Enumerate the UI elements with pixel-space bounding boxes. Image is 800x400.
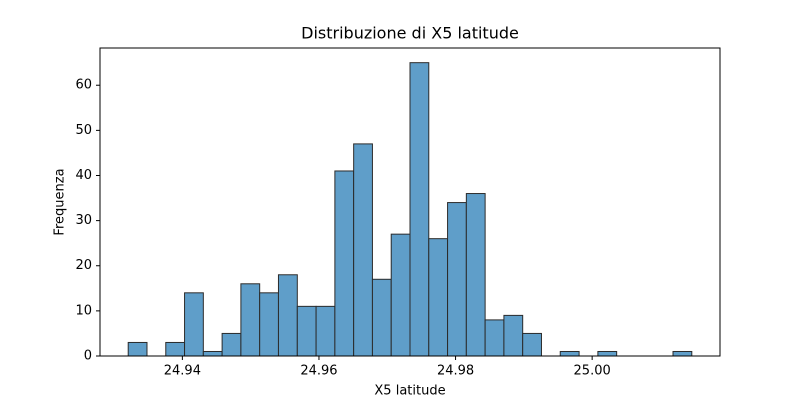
bar (465, 193, 486, 357)
y-tick-label: 20 (75, 258, 92, 273)
bar (409, 62, 430, 357)
bar (184, 292, 204, 357)
bar (221, 332, 242, 357)
bar (484, 319, 505, 357)
y-tick-label: 40 (75, 168, 92, 183)
bar (127, 341, 148, 357)
chart-title: Distribuzione di X5 latitude (301, 24, 519, 43)
x-tick-label: 24.96 (300, 364, 337, 379)
y-tick-label: 0 (84, 349, 92, 364)
bar (597, 350, 618, 357)
bar (277, 274, 298, 357)
y-tick-label: 10 (75, 303, 92, 318)
x-tick-label: 24.98 (437, 364, 474, 379)
bar (315, 305, 336, 357)
bar (296, 305, 317, 357)
bar (202, 350, 223, 357)
bar (240, 283, 261, 357)
bar (259, 292, 279, 357)
bar (390, 233, 411, 357)
bar (447, 202, 467, 357)
y-tick-label: 30 (75, 213, 92, 228)
y-axis-label: Frequenza (53, 168, 68, 235)
x-tick-label: 24.94 (164, 364, 201, 379)
plot-frame (99, 47, 721, 357)
bar (165, 341, 186, 357)
bar (559, 350, 580, 357)
bar (522, 332, 542, 357)
bar (428, 238, 449, 357)
y-tick-label: 60 (75, 78, 92, 93)
bar (672, 350, 693, 357)
bar (503, 314, 524, 357)
y-tick-label: 50 (75, 123, 92, 138)
bar (371, 278, 392, 357)
x-axis-label: X5 latitude (374, 384, 445, 399)
bar (334, 170, 355, 357)
x-tick-label: 25.00 (574, 364, 611, 379)
bar (353, 143, 373, 357)
